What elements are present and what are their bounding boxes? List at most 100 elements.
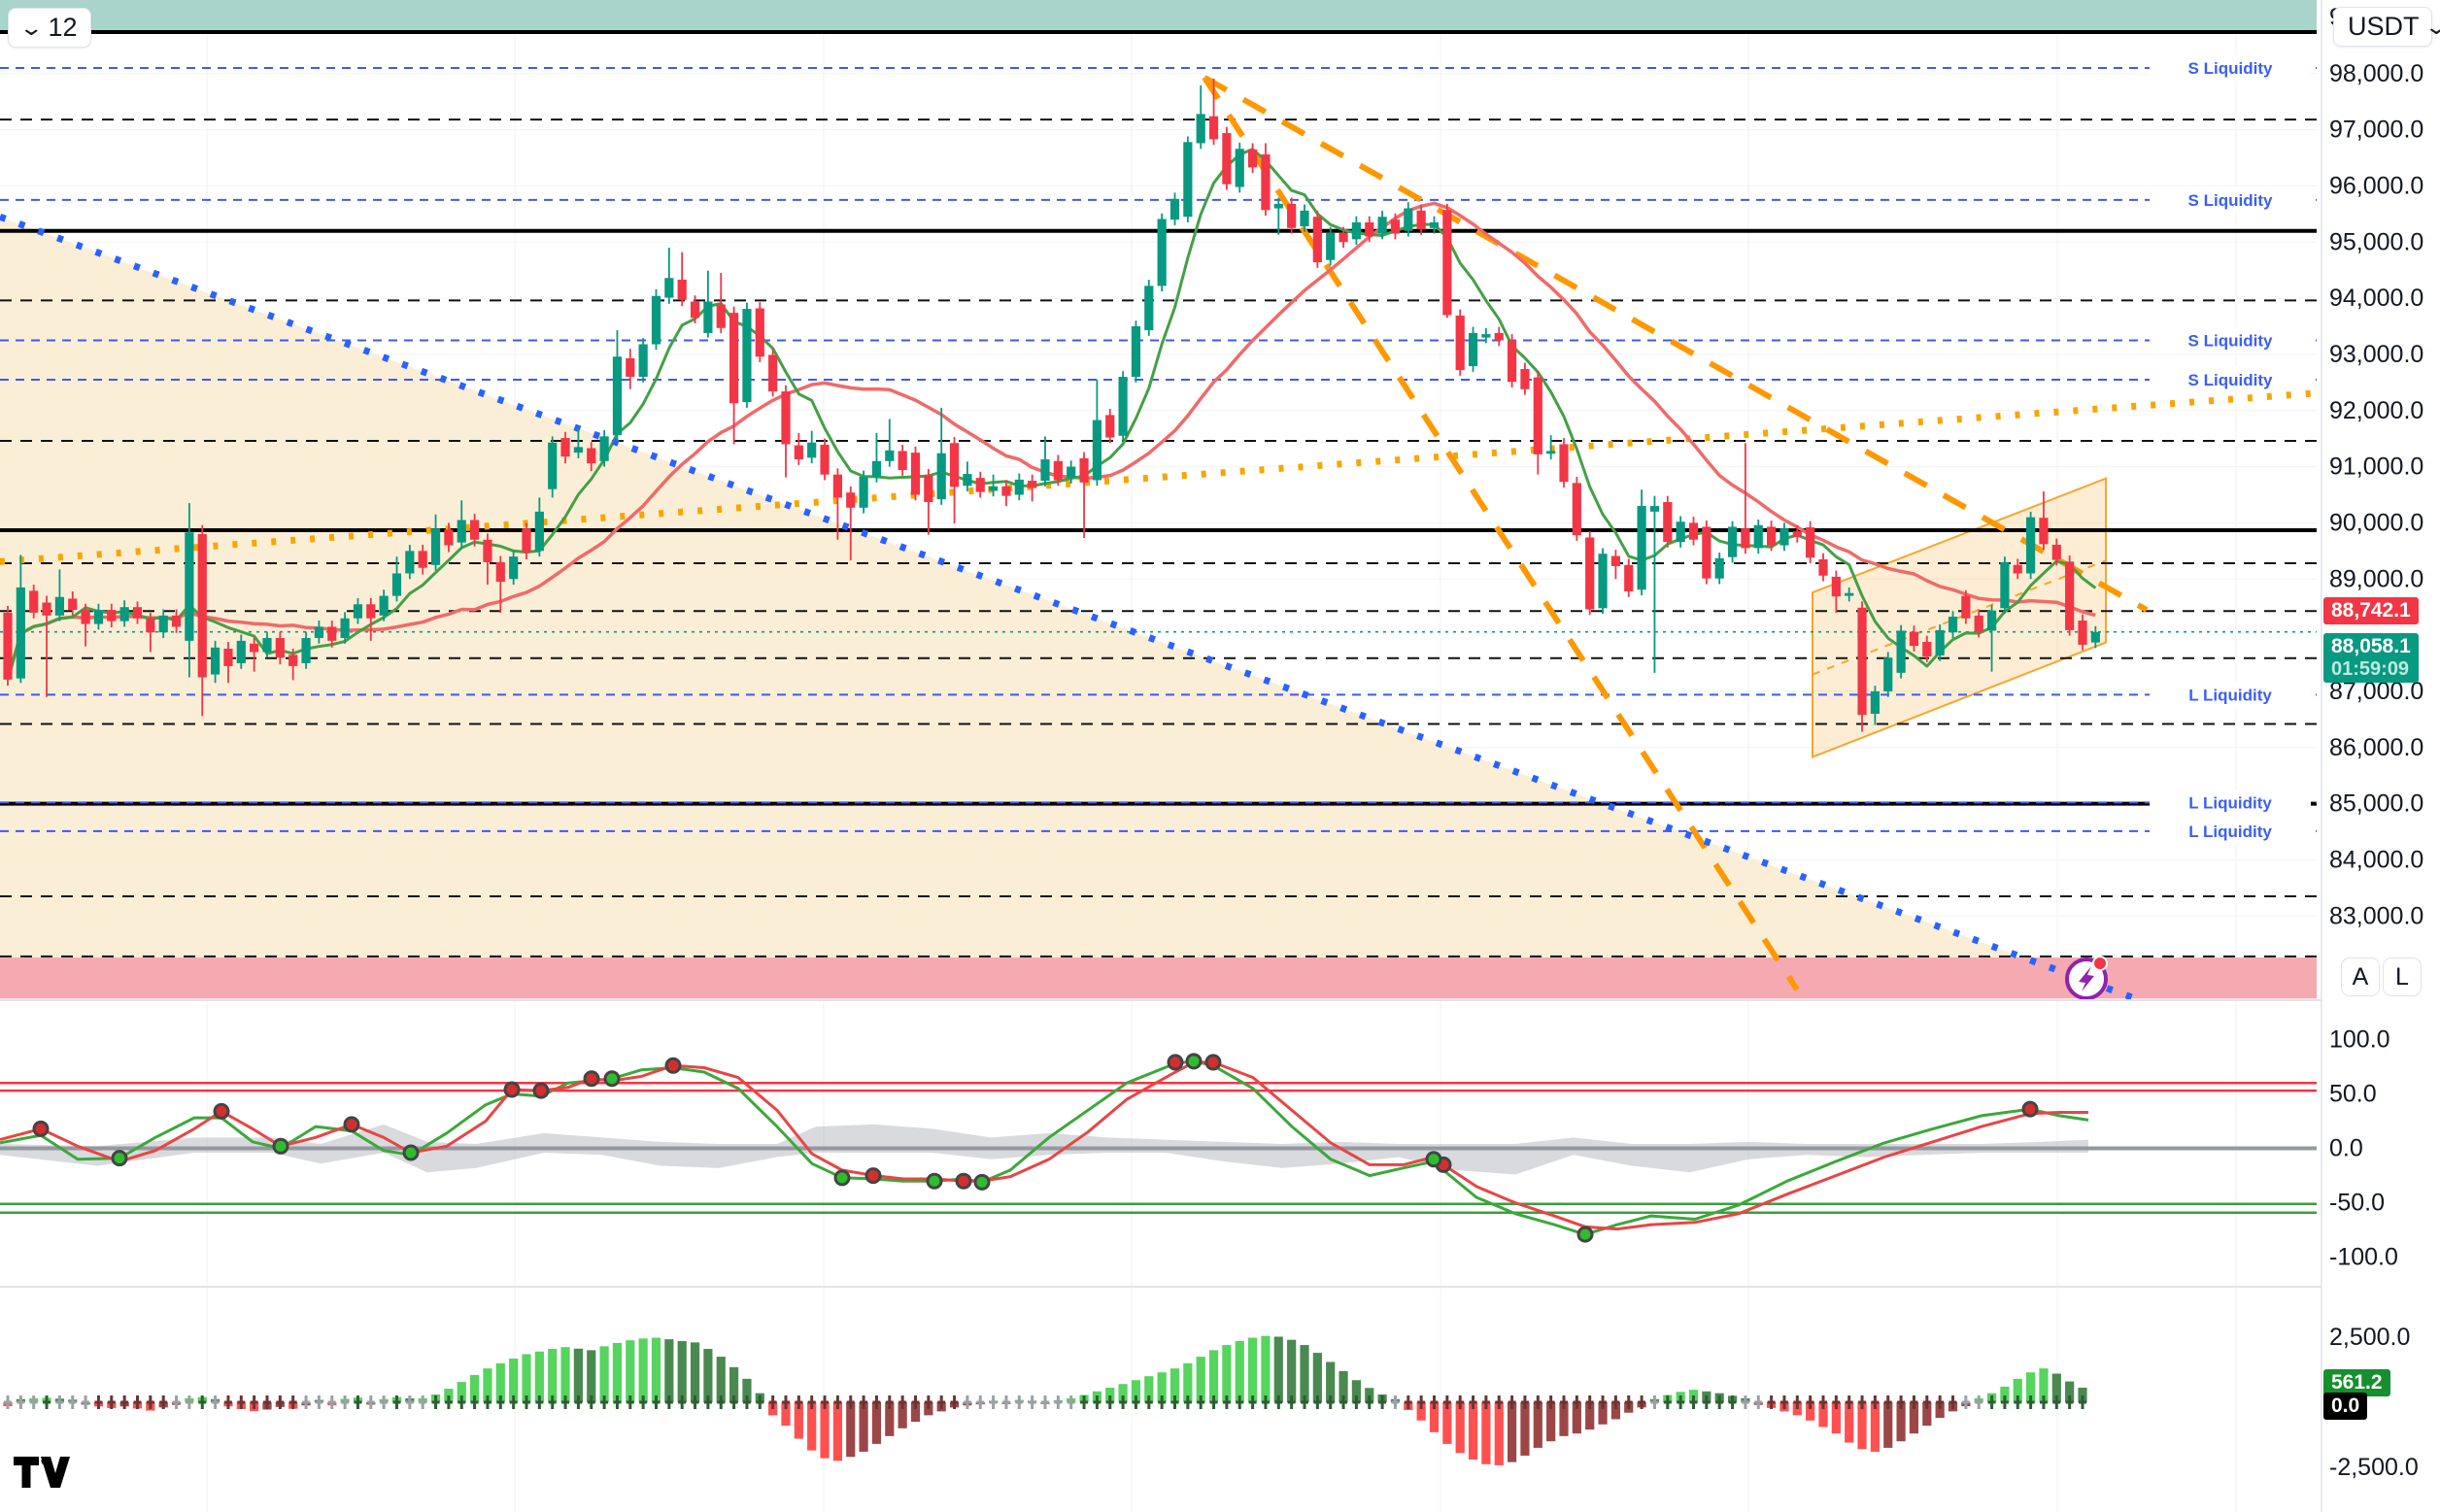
- candle: [3, 612, 13, 680]
- candle: [1300, 210, 1309, 227]
- histogram-bar: [2013, 1378, 2022, 1403]
- candle: [81, 610, 90, 624]
- liquidity-label: S Liquidity: [2188, 191, 2273, 210]
- candle: [1818, 559, 1828, 576]
- candle: [1273, 203, 1283, 209]
- histogram-bar: [871, 1402, 882, 1444]
- candle: [1935, 629, 1945, 655]
- histogram-bar: [1572, 1402, 1581, 1434]
- candle: [391, 573, 402, 596]
- chevron-down-icon: ⌄: [18, 15, 45, 40]
- histogram-bar: [1468, 1402, 1478, 1460]
- histogram-bar: [807, 1402, 817, 1451]
- histogram-bar: [2039, 1368, 2049, 1403]
- chevron-down-icon: ⌄: [2423, 16, 2440, 38]
- last-price-badge[interactable]: 88,058.1 01:59:09: [2323, 633, 2419, 684]
- price-pane[interactable]: S Liquidity S Liquidity S Liquidity S Liqui…: [0, 0, 2332, 1001]
- candle: [522, 528, 531, 554]
- candle: [742, 309, 752, 403]
- log-scale-button[interactable]: L: [2383, 958, 2422, 996]
- candle: [1079, 457, 1089, 483]
- histogram-bar: [677, 1341, 687, 1403]
- candles[interactable]: [3, 78, 2100, 732]
- red-signal-dot: [503, 1081, 521, 1098]
- candle: [146, 618, 155, 633]
- histogram-bar: [1118, 1384, 1128, 1403]
- oscillator-pane[interactable]: [0, 1053, 2317, 1243]
- candle: [1365, 222, 1374, 237]
- candle: [2065, 561, 2075, 630]
- histogram-bar: [1429, 1402, 1440, 1432]
- candle: [340, 618, 350, 638]
- price-tick-label: 95,000.0: [2329, 228, 2423, 255]
- auto-scale-button[interactable]: A: [2341, 958, 2380, 996]
- histogram-bar: [1520, 1402, 1530, 1456]
- histogram-bar: [1235, 1341, 1244, 1403]
- candle: [107, 610, 117, 622]
- price-axis[interactable]: 99,000.098,000.097,000.096,000.095,000.0…: [2321, 0, 2440, 1512]
- candle: [262, 637, 272, 653]
- histogram-pane[interactable]: [3, 1335, 2087, 1465]
- candle: [1649, 506, 1660, 512]
- price-tick-label: 90,000.0: [2329, 509, 2423, 536]
- candle: [1961, 595, 1971, 619]
- candle: [158, 615, 168, 633]
- oscillator-tick-label: 0.0: [2329, 1135, 2363, 1162]
- candle: [1390, 219, 1401, 234]
- candle: [1714, 557, 1724, 579]
- green-signal-dot: [973, 1173, 991, 1191]
- candle: [1857, 607, 1867, 716]
- candle: [236, 640, 246, 664]
- currency-dropdown[interactable]: USDT ⌄: [2333, 7, 2440, 47]
- red-signal-dot: [1204, 1054, 1222, 1071]
- candle: [1702, 526, 1711, 579]
- candle: [859, 476, 868, 508]
- alert-price-badge[interactable]: 88,742.1: [2323, 597, 2419, 625]
- histogram-bar: [2078, 1387, 2087, 1403]
- candle: [560, 438, 570, 457]
- green-signal-dot: [1425, 1151, 1442, 1168]
- candle: [1753, 524, 1763, 549]
- histogram-bar: [1533, 1402, 1542, 1448]
- histogram-bar: [599, 1346, 609, 1403]
- red-signal-dot: [2021, 1100, 2039, 1118]
- supply-zone: [0, 0, 2317, 31]
- green-signal-dot: [603, 1070, 621, 1088]
- histogram-bar: [910, 1402, 921, 1423]
- candle: [430, 528, 441, 565]
- histogram-bar: [832, 1402, 842, 1462]
- liquidity-label: S Liquidity: [2188, 59, 2273, 78]
- candle: [755, 308, 764, 357]
- candle: [924, 475, 933, 503]
- candle: [1637, 506, 1646, 590]
- candle: [1663, 502, 1673, 543]
- candle: [794, 445, 803, 460]
- histogram-bar: [1416, 1402, 1426, 1421]
- discount-area-fill: [0, 217, 2023, 958]
- candle: [1455, 316, 1465, 371]
- candle: [1001, 486, 1011, 496]
- histogram-bar: [716, 1357, 726, 1403]
- interval-dropdown[interactable]: ⌄ 12: [8, 8, 92, 48]
- histogram-bar: [1196, 1357, 1205, 1403]
- histogram-value-badge: 561.2: [2323, 1369, 2390, 1397]
- histogram-bar: [664, 1339, 674, 1403]
- histogram-bar: [651, 1337, 661, 1403]
- histogram-bar: [1935, 1402, 1945, 1419]
- histogram-bar: [1883, 1402, 1893, 1448]
- histogram-bar: [1870, 1402, 1880, 1452]
- currency-label: USDT: [2348, 12, 2420, 41]
- candle: [1351, 222, 1361, 240]
- lightning-icon[interactable]: [2065, 956, 2108, 1000]
- candle: [1767, 526, 1777, 546]
- candle: [1222, 133, 1232, 185]
- histogram-bar: [2000, 1386, 2010, 1403]
- candle: [379, 595, 389, 616]
- candle: [2013, 564, 2022, 574]
- candle: [223, 648, 233, 666]
- price-tick-label: 83,000.0: [2329, 902, 2423, 929]
- tradingview-logo[interactable]: [14, 1457, 70, 1488]
- candle: [1508, 340, 1517, 383]
- candle: [42, 602, 51, 616]
